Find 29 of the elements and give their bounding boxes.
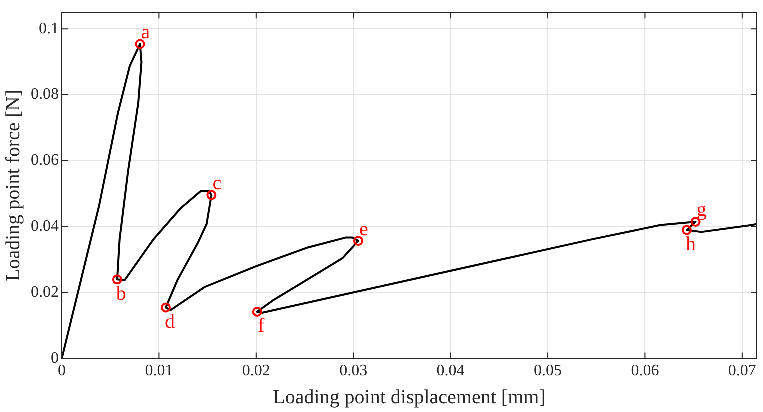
x-tick-label: 0.07: [728, 362, 756, 380]
point: [206, 190, 217, 200]
x-axis-title: Loading point displacement [mm]: [273, 386, 546, 408]
x-tick-label: 0.06: [631, 362, 660, 380]
point: [161, 302, 172, 313]
annotation: f: [258, 315, 266, 338]
x-tick-label: 0.02: [242, 362, 270, 380]
annotation: a: [141, 22, 150, 44]
y-tick-label: 0.02: [31, 284, 59, 302]
y-tick-label: 0.06: [31, 152, 59, 170]
x-tick-label: 0.05: [534, 362, 562, 380]
annotation: h: [686, 233, 696, 256]
y-tick-label: 0: [51, 350, 59, 368]
x-tick-label: 0.03: [340, 362, 368, 380]
annotation: e: [359, 218, 368, 240]
y-axis-title: Loading point force [N]: [2, 90, 24, 282]
annotation: d: [165, 310, 176, 333]
y-tick-label: 0.08: [31, 86, 59, 104]
point: [252, 306, 262, 317]
point: [135, 39, 146, 50]
annotation: c: [212, 172, 222, 195]
y-tick-label: 0.04: [31, 218, 59, 236]
x-tick-label: 0.04: [436, 362, 465, 380]
point: [353, 236, 364, 246]
annotation: b: [116, 282, 126, 305]
point: [682, 225, 692, 236]
point: [112, 274, 122, 285]
x-tick-label: 0.01: [145, 362, 174, 380]
y-tick-label: 0.1: [39, 20, 59, 38]
